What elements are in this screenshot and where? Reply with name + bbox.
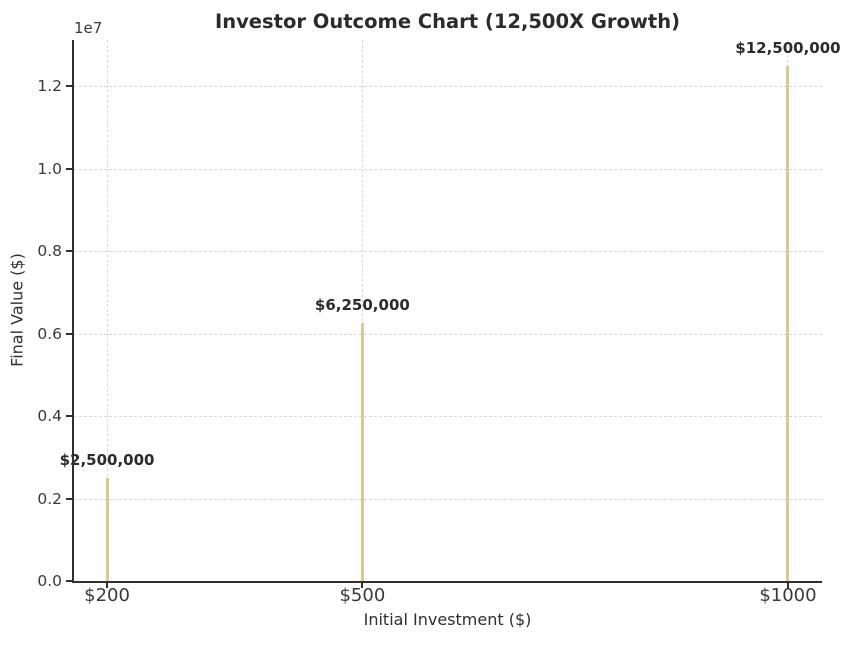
bar-value-label: $6,250,000: [314, 296, 410, 315]
x-tick-mark: [361, 583, 364, 588]
y-tick-mark: [66, 167, 72, 170]
y-gridline: [74, 86, 822, 88]
y-gridline: [74, 498, 822, 500]
y-tick-label: 0.4: [37, 407, 62, 426]
y-tick-label: 0.0: [37, 572, 62, 590]
y-tick-mark: [66, 85, 72, 88]
y-tick-mark: [66, 332, 72, 335]
y-tick-label: 1.2: [37, 77, 62, 96]
bar-value-label: $2,500,000: [59, 450, 155, 469]
x-tick-mark: [786, 583, 789, 588]
x-gridline: [361, 40, 363, 581]
y-tick-label: 0.2: [37, 489, 62, 508]
y-gridline: [74, 333, 822, 335]
y-tick-mark: [66, 497, 72, 500]
x-tick-label: $500: [339, 585, 386, 606]
x-tick-mark: [106, 583, 109, 588]
y-tick-mark: [66, 580, 72, 582]
y-tick-mark: [66, 250, 72, 253]
y-tick-label: 0.8: [37, 242, 62, 261]
bar: [360, 323, 364, 581]
x-axis-label: Initial Investment ($): [363, 610, 532, 629]
y-axis-offset-text: 1e7: [74, 19, 103, 37]
bar: [105, 477, 109, 581]
bar: [786, 65, 790, 581]
x-tick-label: $1000: [759, 585, 817, 606]
y-gridline: [74, 416, 822, 418]
y-gridline: [74, 168, 822, 170]
y-tick-label: 1.0: [37, 159, 62, 178]
chart-title: Investor Outcome Chart (12,500X Growth): [214, 10, 681, 33]
y-tick-label: 0.6: [37, 324, 62, 343]
x-axis-spine: [72, 581, 822, 583]
y-axis-spine: [72, 40, 74, 583]
x-tick-label: $200: [84, 585, 130, 606]
x-gridline: [106, 40, 108, 581]
y-gridline: [74, 251, 822, 253]
y-tick-mark: [66, 415, 72, 418]
bar-value-label: $12,500,000: [735, 38, 841, 57]
